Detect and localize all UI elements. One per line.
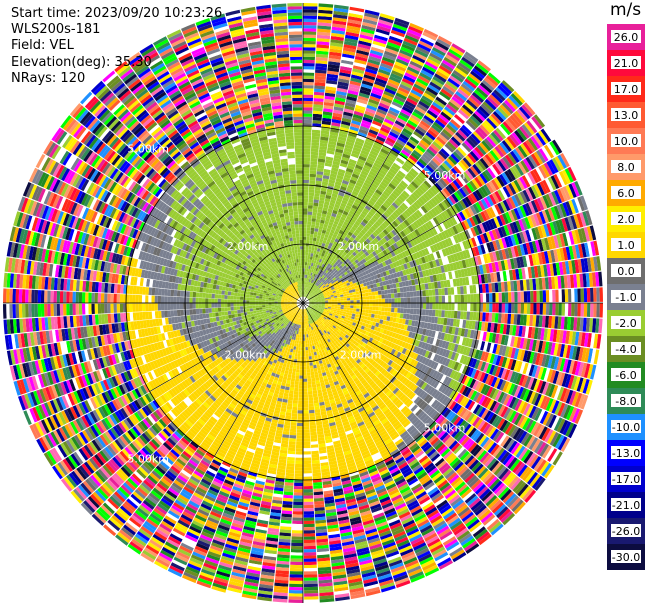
colorbar-tick-label: 10.0 (614, 135, 639, 148)
colorbar-tick-label: 21.0 (614, 57, 639, 70)
ring-label: 2.00km (340, 348, 382, 361)
azimuth-spoke (214, 149, 304, 304)
colorbar-tick-label: -8.0 (615, 395, 636, 408)
colorbar-tick-label: 26.0 (614, 31, 639, 44)
colorbar-tick-label: 1.0 (617, 239, 635, 252)
colorbar-tick-label: 17.0 (614, 83, 639, 96)
colorbar-tick-label: -17.0 (612, 473, 640, 486)
colorbar-tick-label: 13.0 (614, 109, 639, 122)
colorbar-unit: m/s (610, 0, 642, 20)
colorbar-tick-label: -30.0 (612, 551, 640, 564)
ring-label: 5.00km (424, 169, 466, 182)
colorbar-tick-label: -21.0 (612, 499, 640, 512)
azimuth-spoke (214, 302, 304, 457)
colorbar-tick-label: 2.0 (617, 213, 635, 226)
ring-label: 2.00km (338, 240, 380, 253)
colorbar-tick-label: 0.0 (617, 265, 635, 278)
ring-label: 2.00km (225, 348, 267, 361)
azimuth-spoke (302, 214, 457, 304)
colorbar-tick-label: 6.0 (617, 187, 635, 200)
azimuth-spoke (302, 302, 392, 457)
colorbar-tick-label: 8.0 (617, 161, 635, 174)
colorbar-tick-label: -6.0 (615, 369, 636, 382)
ring-label: 2.00km (227, 240, 269, 253)
start-time-label: Start time: 2023/09/20 10:23:26 (11, 6, 223, 21)
ring-label: 5.00km (127, 452, 169, 465)
ppi-gates (3, 3, 603, 603)
azimuth-spoke (149, 214, 304, 304)
colorbar-tick-label: -10.0 (612, 421, 640, 434)
header-info: Start time: 2023/09/20 10:23:26 WLS200s-… (11, 6, 222, 87)
colorbar-tick-label: -4.0 (615, 343, 636, 356)
azimuth-spoke (149, 302, 304, 392)
colorbar-tick-label: -13.0 (612, 447, 640, 460)
colorbar-tick-label: -2.0 (615, 317, 636, 330)
azimuth-spoke (302, 302, 457, 392)
field-label: Field: VEL (11, 38, 74, 54)
colorbar-tick-label: -1.0 (615, 291, 636, 304)
nrays-label: NRays: 120 (11, 70, 86, 86)
ring-label: 5.00km (127, 143, 169, 156)
azimuth-spoke (302, 149, 392, 304)
elevation-label: Elevation(deg): 35.30 (11, 54, 152, 70)
station-label: WLS200s-181 (11, 22, 101, 38)
ring-label: 5.00km (424, 421, 466, 434)
colorbar-tick-label: -26.0 (612, 525, 640, 538)
